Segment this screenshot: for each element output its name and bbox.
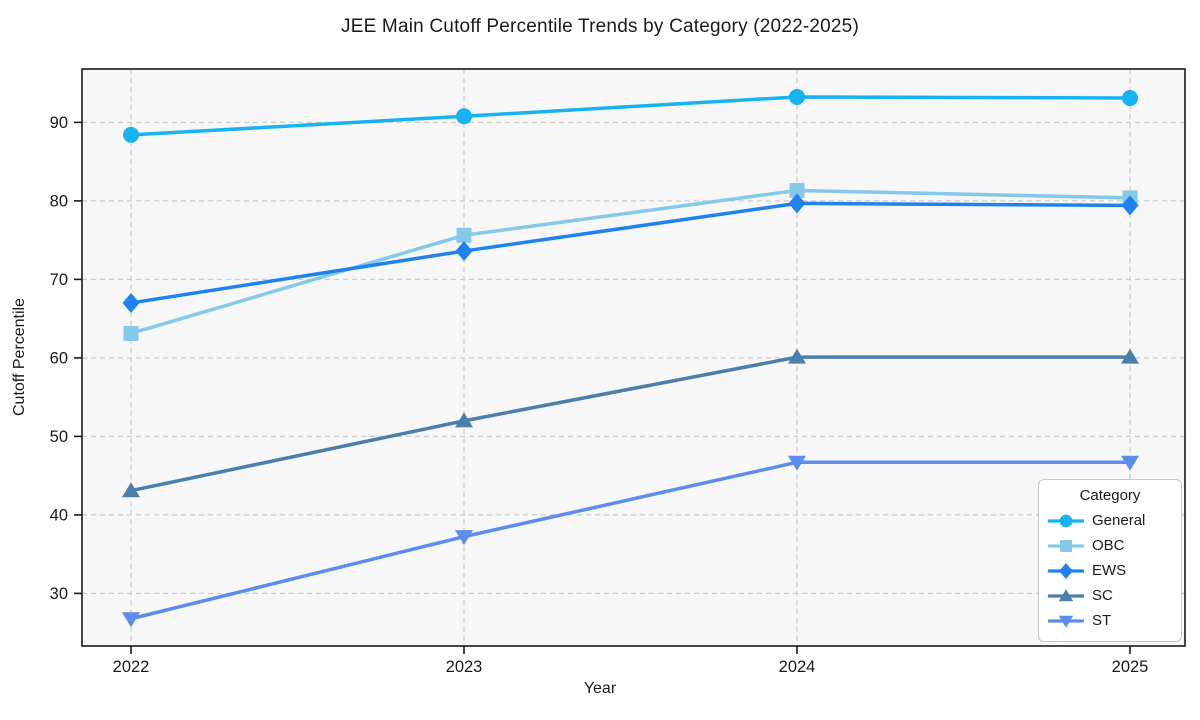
chart-title: JEE Main Cutoff Percentile Trends by Cat… xyxy=(341,16,859,37)
marker-sc-2022 xyxy=(122,482,140,498)
legend-item-general: General xyxy=(1048,508,1172,533)
marker-obc-2022 xyxy=(123,325,139,341)
x-tick-label: 2022 xyxy=(113,658,150,676)
legend-label-ews: EWS xyxy=(1092,562,1127,579)
x-tick-label: 2024 xyxy=(779,658,816,676)
y-tick-label: 80 xyxy=(50,192,68,210)
y-tick-label: 40 xyxy=(50,506,68,524)
legend-label-obc: OBC xyxy=(1092,537,1125,554)
marker-ews-2024 xyxy=(788,193,806,214)
marker-general-2022 xyxy=(123,126,139,143)
legend-label-general: General xyxy=(1092,512,1146,529)
marker-ews-2022 xyxy=(122,292,140,313)
legend-label-st: ST xyxy=(1092,612,1112,629)
legend-item-st: ST xyxy=(1048,608,1172,633)
y-tick-label: 70 xyxy=(50,271,68,289)
legend-item-obc: OBC xyxy=(1048,533,1172,558)
legend: Category General OBC EWS SC ST xyxy=(1038,479,1182,642)
legend-item-ews: EWS xyxy=(1048,558,1172,583)
legend-marker-general xyxy=(1048,514,1084,527)
marker-st-2023 xyxy=(455,530,473,546)
legend-glyph-general xyxy=(1059,514,1073,527)
y-tick-label: 30 xyxy=(50,585,68,603)
legend-marker-st xyxy=(1048,615,1084,628)
marker-st-2022 xyxy=(122,612,140,628)
series-obc-line xyxy=(129,188,1132,336)
x-tick-label: 2025 xyxy=(1112,658,1149,676)
marker-general-2023 xyxy=(456,108,472,125)
series-sc-line xyxy=(129,355,1132,493)
y-tick-label: 60 xyxy=(50,349,68,367)
marker-ews-2023 xyxy=(455,241,473,262)
series-general-line xyxy=(129,95,1132,137)
marker-obc-2024 xyxy=(789,182,805,198)
legend-glyph-sc xyxy=(1058,588,1074,601)
legend-glyph-ews xyxy=(1059,562,1073,579)
series-ews-line xyxy=(129,201,1132,305)
series-st-line xyxy=(129,460,1132,621)
legend-marker-obc xyxy=(1048,539,1084,552)
marker-ews-2025 xyxy=(1121,195,1139,216)
y-tick-label: 50 xyxy=(50,428,68,446)
x-tick-label: 2023 xyxy=(446,658,483,676)
marker-general-2024 xyxy=(789,88,805,105)
legend-glyph-st xyxy=(1058,615,1074,628)
y-tick-label: 90 xyxy=(50,114,68,132)
marker-general-2025 xyxy=(1122,90,1138,107)
legend-glyph-obc xyxy=(1060,539,1072,552)
y-axis-label: Cutoff Percentile xyxy=(11,298,28,416)
x-axis-label: Year xyxy=(583,680,617,697)
legend-item-sc: SC xyxy=(1048,583,1172,608)
legend-marker-ews xyxy=(1048,562,1084,579)
marker-sc-2024 xyxy=(788,348,806,364)
legend-label-sc: SC xyxy=(1092,587,1113,604)
marker-st-2024 xyxy=(788,455,806,471)
marker-sc-2023 xyxy=(455,412,473,428)
legend-marker-sc xyxy=(1048,588,1084,601)
marker-sc-2025 xyxy=(1121,348,1139,364)
legend-items: General OBC EWS SC ST xyxy=(1048,508,1172,633)
legend-title: Category xyxy=(1079,487,1141,504)
marker-obc-2023 xyxy=(456,227,472,243)
marker-st-2025 xyxy=(1121,455,1139,471)
